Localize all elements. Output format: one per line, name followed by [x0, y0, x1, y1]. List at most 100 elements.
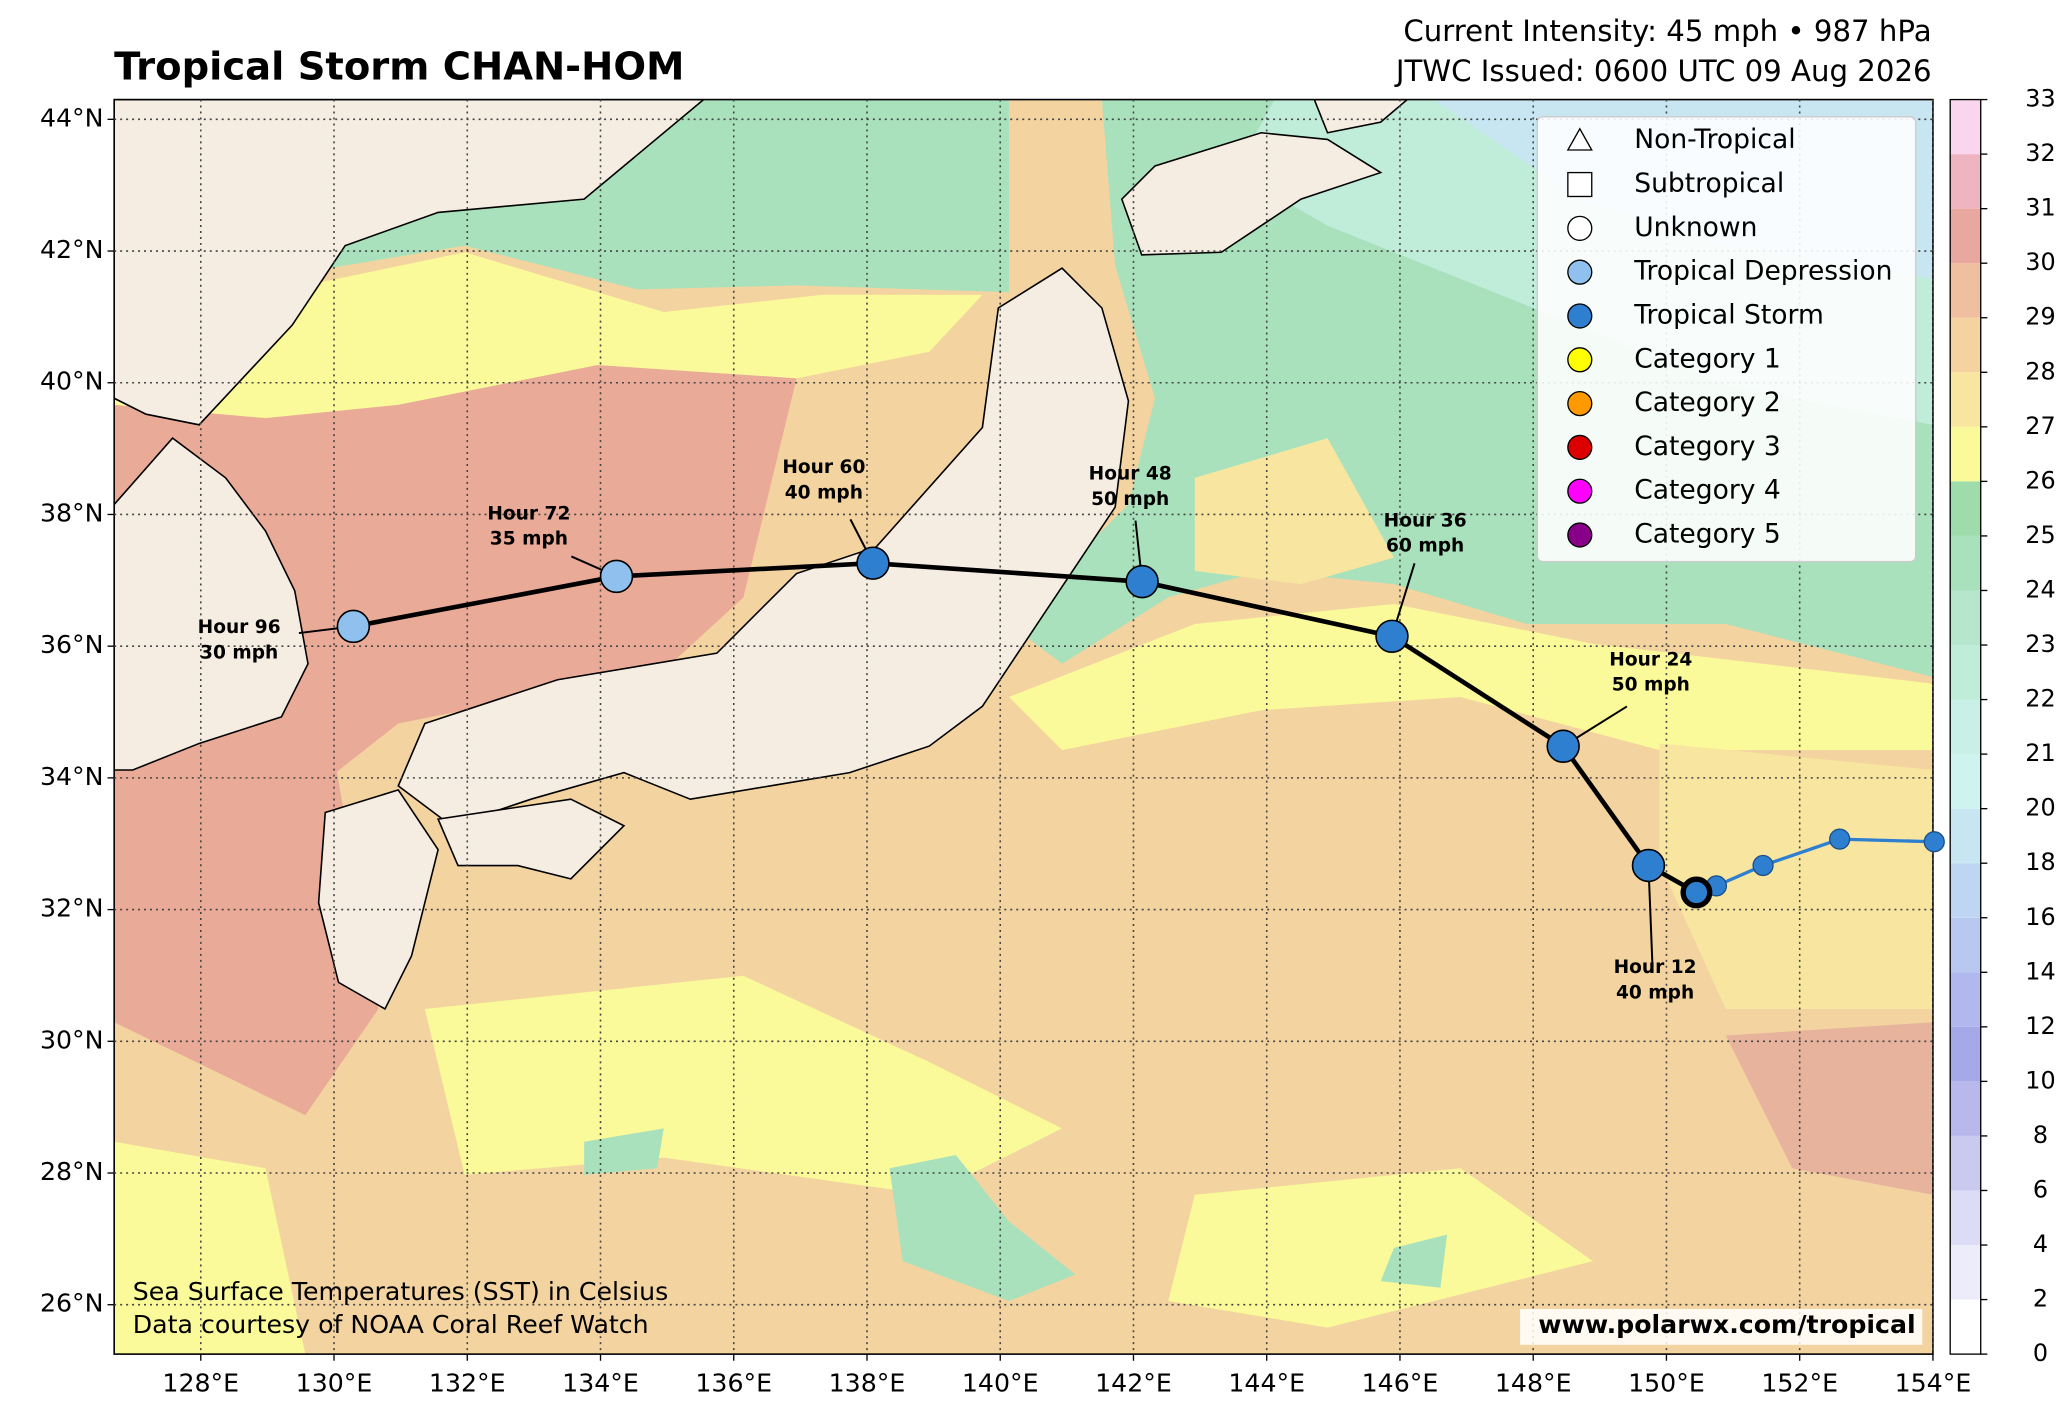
- credit-box: [1520, 1308, 1923, 1345]
- colorbar-bin: [1950, 99, 1981, 155]
- legend-label: Unknown: [1634, 212, 1757, 243]
- forecast-wind-label: 50 mph: [1091, 489, 1169, 510]
- colorbar-bin: [1950, 1245, 1981, 1300]
- lat-tick-label: 28°N: [40, 1157, 104, 1186]
- colorbar-label: 25: [2025, 521, 2055, 549]
- lat-tick-label: 38°N: [40, 498, 104, 527]
- colorbar-label: 21: [2025, 739, 2055, 767]
- colorbar-label: 6: [2033, 1175, 2048, 1203]
- past-position: [1752, 854, 1774, 877]
- colorbar-frame: [1949, 98, 1982, 1355]
- colorbar-bin: [1950, 426, 1981, 482]
- colorbar-bin: [1950, 1299, 1981, 1355]
- forecast-wind-label: 35 mph: [490, 529, 568, 550]
- past-position: [1829, 828, 1851, 850]
- intensity: Current Intensity: 45 mph • 987 hPa: [1403, 14, 1931, 48]
- legend-label: Category 3: [1634, 431, 1781, 462]
- colorbar-bin: [1950, 154, 1981, 209]
- colorbar-bin: [1950, 972, 1981, 1027]
- colorbar-label: 14: [2025, 957, 2055, 985]
- colorbar-bin: [1950, 372, 1981, 427]
- colorbar-bin: [1950, 590, 1981, 646]
- lon-tick-label: 146°E: [1362, 1369, 1439, 1398]
- forecast-wind-label: 60 mph: [1386, 536, 1464, 557]
- forecast-wind-label: 40 mph: [1616, 982, 1694, 1003]
- colorbar-bin: [1950, 699, 1981, 755]
- forecast-hour-label: Hour 24: [1609, 649, 1692, 670]
- legend-label: Category 2: [1634, 387, 1781, 418]
- forecast-position: [336, 609, 371, 644]
- colorbar-label: 12: [2025, 1012, 2055, 1040]
- lat-tick-label: 36°N: [40, 630, 104, 659]
- forecast-hour-label: Hour 12: [1614, 957, 1697, 978]
- legend-marker: [1567, 390, 1593, 417]
- forecast-hour-label: Hour 72: [487, 503, 570, 524]
- colorbar-label: 22: [2025, 685, 2055, 713]
- colorbar-bin: [1950, 535, 1981, 591]
- legend-label: Tropical Storm: [1633, 299, 1824, 330]
- colorbar-label: 31: [2025, 194, 2055, 222]
- forecast-position: [599, 559, 634, 594]
- lon-tick-label: 154°E: [1895, 1369, 1972, 1398]
- colorbar-label: 18: [2025, 848, 2055, 876]
- colorbar-label: 4: [2033, 1230, 2048, 1258]
- lon-tick-label: 136°E: [695, 1369, 772, 1398]
- colorbar-label: 33: [2025, 85, 2055, 113]
- colorbar-bin: [1950, 317, 1981, 373]
- lon-tick-label: 138°E: [829, 1369, 906, 1398]
- legend-label: Tropical Depression: [1633, 256, 1892, 287]
- colorbar-bin: [1950, 208, 1981, 264]
- lat-tick-label: 44°N: [40, 103, 104, 132]
- colorbar-bin: [1950, 1135, 1981, 1191]
- issued: JTWC Issued: 0600 UTC 09 Aug 2026: [1394, 54, 1932, 88]
- lat-tick-label: 42°N: [40, 235, 104, 264]
- land: [114, 99, 1409, 1011]
- forecast-hour-label: Hour 60: [782, 457, 865, 478]
- colorbar-label: 8: [2033, 1121, 2048, 1149]
- lon-tick-label: 144°E: [1228, 1369, 1305, 1398]
- forecast-wind-label: 40 mph: [785, 482, 863, 503]
- colorbar-bin: [1950, 481, 1981, 536]
- forecast-position: [1680, 876, 1713, 909]
- lat-tick-label: 34°N: [40, 762, 104, 791]
- colorbar-label: 20: [2025, 794, 2055, 822]
- legend-label: Non-Tropical: [1634, 124, 1795, 155]
- lon-tick-label: 148°E: [1495, 1369, 1572, 1398]
- legend-marker: [1567, 215, 1593, 241]
- forecast-position: [1125, 564, 1159, 599]
- lon-tick-label: 134°E: [562, 1369, 639, 1398]
- lon-tick-label: 150°E: [1628, 1369, 1705, 1398]
- lon-tick-label: 142°E: [1095, 1369, 1172, 1398]
- lat-tick-label: 26°N: [40, 1289, 104, 1318]
- colorbar-label: 23: [2025, 630, 2055, 658]
- lon-tick-label: 132°E: [429, 1369, 506, 1398]
- colorbar-bin: [1950, 263, 1981, 318]
- legend-marker: [1567, 347, 1593, 373]
- colorbar-bin: [1950, 808, 1981, 864]
- legend-label: Category 1: [1634, 343, 1781, 374]
- footnote: Data courtesy of NOAA Coral Reef Watch: [133, 1310, 649, 1339]
- title: Tropical Storm CHAN-HOM: [114, 45, 684, 90]
- colorbar-label: 0: [2033, 1339, 2048, 1367]
- legend-marker: [1567, 434, 1593, 461]
- legend-marker: [1567, 303, 1593, 329]
- legend-box: [1536, 116, 1917, 563]
- legend-marker: [1567, 171, 1593, 198]
- forecast-wind-label: 50 mph: [1612, 675, 1690, 696]
- lat-tick-label: 40°N: [40, 367, 104, 396]
- forecast-hour-label: Hour 96: [198, 617, 281, 638]
- colorbar-bin: [1950, 863, 1981, 918]
- forecast-wind-label: 30 mph: [200, 642, 278, 663]
- lon-tick-label: 130°E: [296, 1369, 373, 1398]
- colorbar-label: 16: [2025, 903, 2055, 931]
- footnote: Sea Surface Temperatures (SST) in Celsiu…: [133, 1277, 669, 1306]
- credit: www.polarwx.com/tropical: [1538, 1310, 1915, 1339]
- past-position: [1923, 831, 1945, 853]
- colorbar-bin: [1950, 754, 1981, 809]
- forecast-position: [856, 546, 890, 580]
- lon-tick-label: 152°E: [1761, 1369, 1838, 1398]
- colorbar-bin: [1950, 645, 1981, 700]
- colorbar-label: 28: [2025, 357, 2055, 385]
